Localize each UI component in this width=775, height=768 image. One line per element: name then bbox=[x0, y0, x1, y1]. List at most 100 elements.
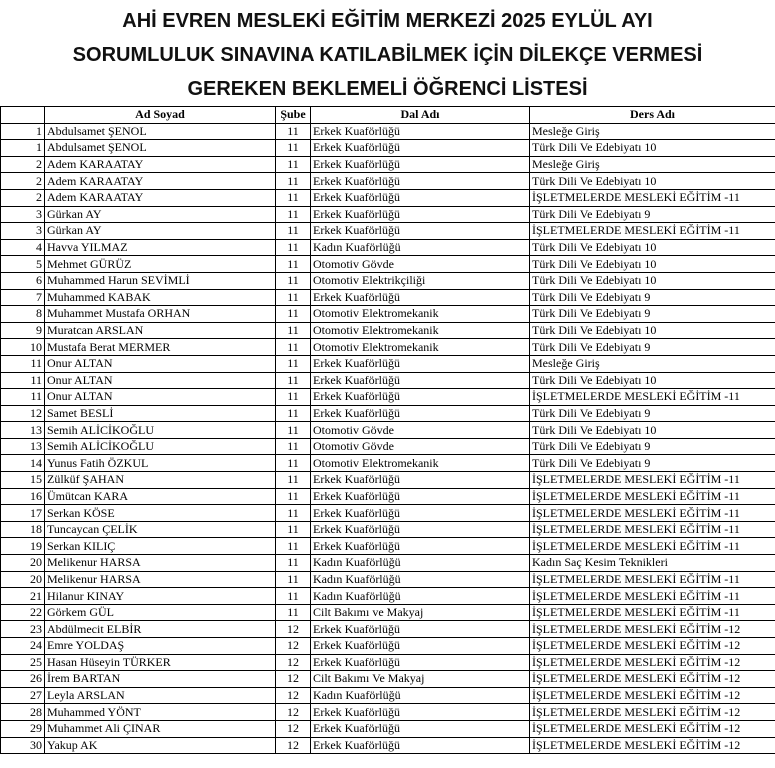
row-number: 25 bbox=[0, 653, 45, 672]
department: Erkek Kuaförlüğü bbox=[310, 205, 530, 224]
header-cell: Dal Adı bbox=[310, 106, 530, 124]
student-name: Hilanur KINAY bbox=[44, 587, 276, 605]
course: Türk Dili Ve Edebiyatı 9 bbox=[529, 305, 775, 323]
course: Türk Dili Ve Edebiyatı 10 bbox=[529, 172, 775, 190]
student-name: Semih ALİCİKOĞLU bbox=[44, 437, 276, 456]
class: 11 bbox=[275, 188, 311, 207]
student-row: 5 Mehmet GÜRÜZ 11 Otomotiv Gövde Türk Dili V… bbox=[0, 255, 775, 273]
class: 11 bbox=[275, 122, 311, 141]
course: Türk Dili Ve Edebiyatı 10 bbox=[529, 238, 775, 257]
header-cell bbox=[0, 106, 45, 124]
student-row: 3 Gürkan AY 11 Erkek Kuaförlüğü İŞLETMELERDE… bbox=[0, 222, 775, 240]
row-number: 30 bbox=[0, 736, 45, 755]
row-number: 11 bbox=[0, 354, 45, 373]
student-name: Muhammed YÖNT bbox=[44, 703, 276, 721]
student-name: Muhammet Mustafa ORHAN bbox=[44, 305, 276, 323]
student-name: İrem BARTAN bbox=[44, 670, 276, 688]
department: Kadın Kuaförlüğü bbox=[310, 554, 530, 572]
row-number: 2 bbox=[0, 155, 45, 174]
class: 11 bbox=[275, 554, 311, 572]
student-name: Abdülmecit ELBİR bbox=[44, 620, 276, 638]
course: Türk Dili Ve Edebiyatı 10 bbox=[529, 371, 775, 390]
student-name: Serkan KÖSE bbox=[44, 504, 276, 522]
student-name: Onur ALTAN bbox=[44, 354, 276, 373]
course: İŞLETMELERDE MESLEKİ EĞİTİM -11 bbox=[529, 520, 775, 539]
course: Türk Dili Ve Edebiyatı 10 bbox=[529, 139, 775, 157]
row-number: 4 bbox=[0, 238, 45, 257]
department: Erkek Kuaförlüğü bbox=[310, 736, 530, 755]
row-number: 18 bbox=[0, 520, 45, 539]
student-row: 30 Yakup AK 12 Erkek Kuaförlüğü İŞLETMELERDE… bbox=[0, 736, 775, 755]
course: İŞLETMELERDE MESLEKİ EĞİTİM -11 bbox=[529, 587, 775, 605]
student-row: 27 Leyla ARSLAN 12 Kadın Kuaförlüğü İŞLETMEL… bbox=[0, 686, 775, 705]
row-number: 20 bbox=[0, 570, 45, 589]
row-number: 12 bbox=[0, 404, 45, 423]
student-row: 29 Muhammet Ali ÇINAR 12 Erkek Kuaförlüğü İŞ… bbox=[0, 719, 775, 738]
class: 11 bbox=[275, 454, 311, 473]
department: Erkek Kuaförlüğü bbox=[310, 537, 530, 556]
student-row: 3 Gürkan AY 11 Erkek Kuaförlüğü Türk Dili Ve… bbox=[0, 205, 775, 224]
student-name: Muhammed KABAK bbox=[44, 288, 276, 307]
row-number: 26 bbox=[0, 670, 45, 688]
row-number: 21 bbox=[0, 587, 45, 605]
course: Türk Dili Ve Edebiyatı 9 bbox=[529, 288, 775, 307]
row-number: 19 bbox=[0, 537, 45, 556]
class: 11 bbox=[275, 205, 311, 224]
department: Erkek Kuaförlüğü bbox=[310, 653, 530, 672]
student-name: Melikenur HARSA bbox=[44, 570, 276, 589]
course: İŞLETMELERDE MESLEKİ EĞİTİM -12 bbox=[529, 703, 775, 721]
student-row: 20 Melikenur HARSA 11 Kadın Kuaförlüğü İŞLET… bbox=[0, 570, 775, 589]
student-name: Tuncaycan ÇELİK bbox=[44, 520, 276, 539]
class: 11 bbox=[275, 570, 311, 589]
student-name: Yunus Fatih ÖZKUL bbox=[44, 454, 276, 473]
header-cell: Şube bbox=[275, 106, 311, 124]
department: Kadın Kuaförlüğü bbox=[310, 686, 530, 705]
class: 11 bbox=[275, 238, 311, 257]
student-name: Gürkan AY bbox=[44, 205, 276, 224]
student-name: Mehmet GÜRÜZ bbox=[44, 255, 276, 273]
department: Erkek Kuaförlüğü bbox=[310, 388, 530, 406]
row-number: 11 bbox=[0, 388, 45, 406]
student-name: Havva YILMAZ bbox=[44, 238, 276, 257]
student-row: 15 Zülküf ŞAHAN 11 Erkek Kuaförlüğü İŞLETMEL… bbox=[0, 471, 775, 489]
class: 12 bbox=[275, 703, 311, 721]
header-cell: Ad Soyad bbox=[44, 106, 276, 124]
department: Erkek Kuaförlüğü bbox=[310, 172, 530, 190]
row-number: 9 bbox=[0, 321, 45, 340]
row-number: 29 bbox=[0, 719, 45, 738]
class: 11 bbox=[275, 421, 311, 439]
student-row: 18 Tuncaycan ÇELİK 11 Erkek Kuaförlüğü İŞLET… bbox=[0, 520, 775, 539]
student-row: 16 Ümütcan KARA 11 Erkek Kuaförlüğü İŞLETMEL… bbox=[0, 487, 775, 506]
student-row: 25 Hasan Hüseyin TÜRKER 12 Erkek Kuaförlüğü… bbox=[0, 653, 775, 672]
course: İŞLETMELERDE MESLEKİ EĞİTİM -12 bbox=[529, 653, 775, 672]
student-row: 12 Samet BESLİ 11 Erkek Kuaförlüğü Türk Dili… bbox=[0, 404, 775, 423]
student-row: 2 Adem KARAATAY 11 Erkek Kuaförlüğü İŞLETMEL… bbox=[0, 188, 775, 207]
row-number: 8 bbox=[0, 305, 45, 323]
row-number: 13 bbox=[0, 421, 45, 439]
class: 12 bbox=[275, 736, 311, 755]
student-name: Zülküf ŞAHAN bbox=[44, 471, 276, 489]
course: İŞLETMELERDE MESLEKİ EĞİTİM -11 bbox=[529, 471, 775, 489]
department: Erkek Kuaförlüğü bbox=[310, 487, 530, 506]
student-name: Adem KARAATAY bbox=[44, 188, 276, 207]
student-name: Yakup AK bbox=[44, 736, 276, 755]
student-row: 10 Mustafa Berat MERMER 11 Otomotiv Elektro… bbox=[0, 338, 775, 356]
class: 11 bbox=[275, 504, 311, 522]
student-row: 13 Semih ALİCİKOĞLU 11 Otomotiv Gövde Türk D… bbox=[0, 437, 775, 456]
student-row: 11 Onur ALTAN 11 Erkek Kuaförlüğü Türk Dili … bbox=[0, 371, 775, 390]
student-name: Adem KARAATAY bbox=[44, 172, 276, 190]
class: 11 bbox=[275, 305, 311, 323]
course: Mesleğe Giriş bbox=[529, 155, 775, 174]
class: 11 bbox=[275, 271, 311, 290]
class: 11 bbox=[275, 603, 311, 622]
course: Türk Dili Ve Edebiyatı 10 bbox=[529, 321, 775, 340]
row-number: 1 bbox=[0, 139, 45, 157]
row-number: 3 bbox=[0, 205, 45, 224]
row-number: 7 bbox=[0, 288, 45, 307]
header-row: Ad Soyad Şube Dal Adı Ders Adı bbox=[0, 106, 775, 124]
student-name: Melikenur HARSA bbox=[44, 554, 276, 572]
student-row: 7 Muhammed KABAK 11 Erkek Kuaförlüğü Türk Di… bbox=[0, 288, 775, 307]
department: Erkek Kuaförlüğü bbox=[310, 719, 530, 738]
student-name: Görkem GÜL bbox=[44, 603, 276, 622]
class: 11 bbox=[275, 537, 311, 556]
